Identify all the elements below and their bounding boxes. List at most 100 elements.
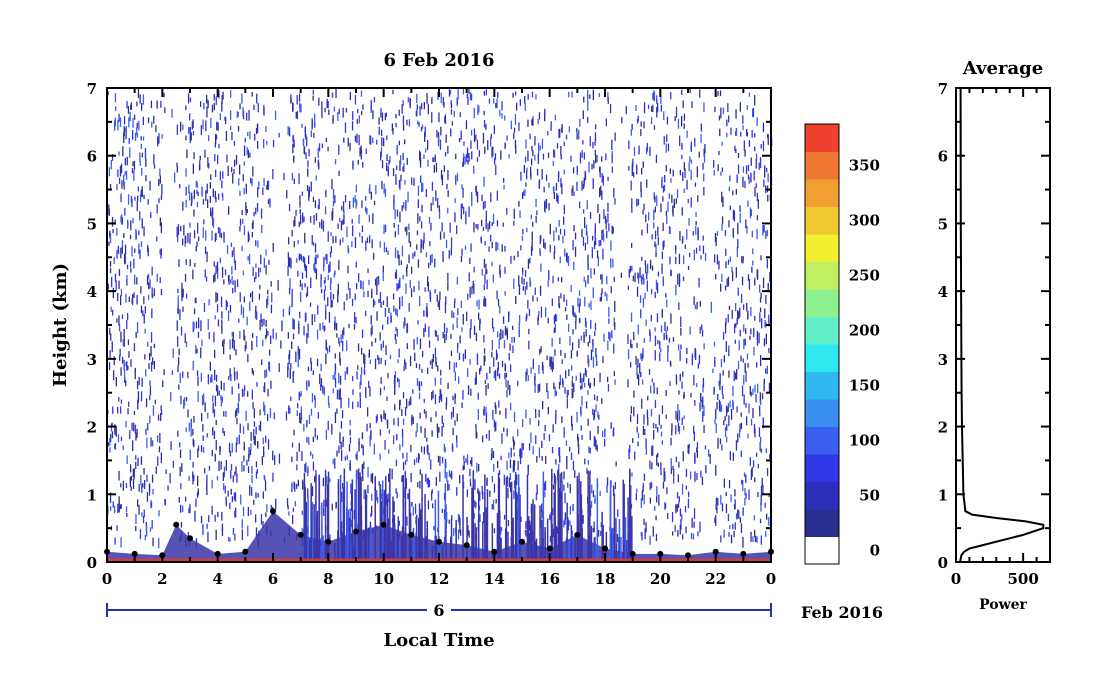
noise-streak <box>740 293 743 303</box>
noise-streak <box>751 129 753 138</box>
noise-streak <box>259 421 262 432</box>
noise-streak <box>586 231 588 236</box>
noise-streak <box>640 372 642 378</box>
noise-streak <box>247 354 249 363</box>
noise-streak <box>722 394 724 400</box>
noise-streak <box>225 131 228 141</box>
noise-streak <box>399 160 401 171</box>
noise-streak <box>505 408 507 419</box>
noise-streak <box>555 314 558 321</box>
noise-streak <box>218 193 220 200</box>
noise-streak <box>263 451 265 458</box>
noise-streak <box>327 274 329 281</box>
noise-streak <box>128 401 130 407</box>
noise-streak <box>627 334 629 345</box>
noise-streak <box>396 145 398 155</box>
noise-streak <box>434 258 436 268</box>
aerosol-plume <box>462 474 464 562</box>
noise-streak <box>558 303 561 309</box>
noise-streak <box>138 243 140 254</box>
noise-streak <box>343 137 345 142</box>
noise-streak <box>139 249 141 259</box>
bl-height-point <box>297 531 304 538</box>
noise-streak <box>237 126 240 132</box>
noise-streak <box>209 361 211 371</box>
noise-streak <box>504 115 506 121</box>
noise-streak <box>235 349 237 356</box>
noise-streak <box>683 391 685 398</box>
noise-streak <box>608 331 610 339</box>
noise-streak <box>527 259 530 269</box>
noise-streak <box>178 348 180 356</box>
noise-streak <box>133 170 135 181</box>
noise-streak <box>143 509 145 518</box>
noise-streak <box>561 124 563 133</box>
noise-streak <box>569 484 571 494</box>
noise-streak <box>692 533 695 540</box>
noise-streak <box>760 448 762 453</box>
noise-streak <box>374 300 376 306</box>
aerosol-plume <box>491 523 494 562</box>
noise-streak <box>304 464 306 473</box>
noise-streak <box>679 169 681 176</box>
noise-streak <box>750 307 752 317</box>
aerosol-plume <box>408 488 411 562</box>
noise-streak <box>545 199 548 209</box>
noise-streak <box>242 307 245 319</box>
noise-streak <box>265 328 268 338</box>
noise-streak <box>207 531 209 543</box>
noise-streak <box>667 345 669 353</box>
noise-streak <box>389 156 391 163</box>
noise-streak <box>686 130 688 138</box>
noise-streak <box>725 318 727 326</box>
aerosol-plume <box>596 478 599 562</box>
noise-streak <box>751 467 753 477</box>
noise-streak <box>642 273 644 280</box>
noise-streak <box>272 139 275 148</box>
date-bar: 6 Feb 2016 <box>106 600 883 622</box>
noise-streak <box>704 445 707 450</box>
noise-streak <box>217 511 219 518</box>
noise-streak <box>538 447 541 458</box>
noise-streak <box>211 104 214 113</box>
noise-streak <box>527 299 529 309</box>
noise-streak <box>287 332 289 339</box>
noise-streak <box>515 91 517 96</box>
noise-streak <box>256 336 258 347</box>
noise-streak <box>657 427 659 433</box>
noise-streak <box>757 383 759 394</box>
noise-streak <box>334 363 337 372</box>
noise-streak <box>572 240 574 251</box>
noise-streak <box>584 382 586 388</box>
noise-streak <box>729 451 731 461</box>
noise-streak <box>238 318 240 323</box>
aerosol-plume <box>435 541 438 562</box>
noise-streak <box>219 446 221 452</box>
noise-streak <box>128 117 130 128</box>
noise-streak <box>600 239 602 246</box>
noise-streak <box>321 107 323 119</box>
noise-streak <box>578 290 581 296</box>
noise-streak <box>370 430 372 440</box>
noise-streak <box>361 347 363 355</box>
aerosol-plume <box>324 469 327 562</box>
noise-streak <box>352 401 354 409</box>
noise-streak <box>393 501 395 512</box>
bl-height-point <box>491 548 498 555</box>
noise-streak <box>599 187 601 198</box>
noise-streak <box>157 456 159 466</box>
noise-streak <box>715 408 717 420</box>
noise-streak <box>372 213 374 225</box>
noise-streak <box>111 431 114 439</box>
noise-streak <box>331 503 333 511</box>
noise-streak <box>429 292 432 303</box>
aerosol-plume <box>308 539 311 562</box>
noise-streak <box>715 423 717 433</box>
noise-streak <box>314 395 316 401</box>
noise-streak <box>355 317 357 324</box>
noise-streak <box>637 115 639 122</box>
noise-streak <box>112 501 114 508</box>
noise-streak <box>393 305 395 312</box>
noise-streak <box>718 260 720 270</box>
noise-streak <box>137 186 139 192</box>
